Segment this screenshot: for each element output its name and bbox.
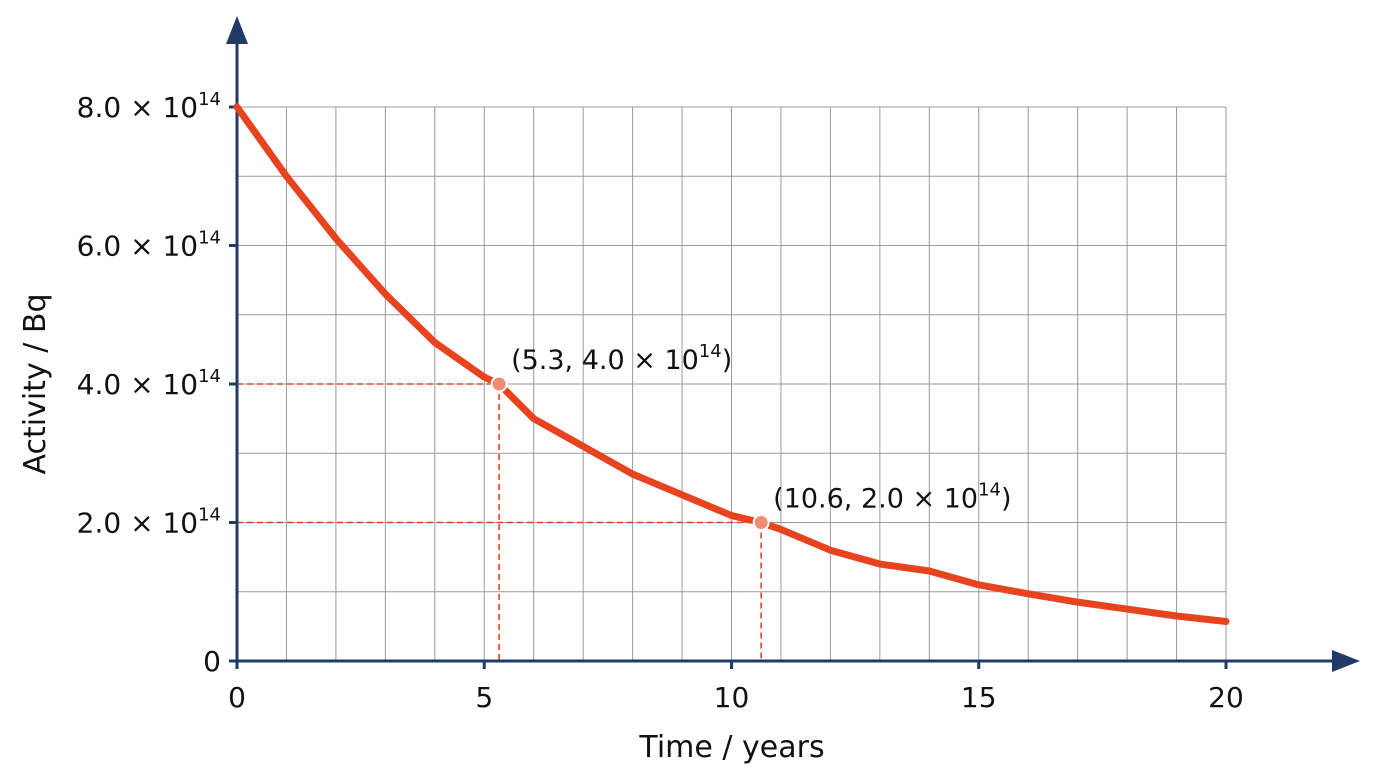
y-axis-arrow	[226, 16, 248, 44]
guide-lines	[237, 383, 762, 661]
y-tick-label: 8.0 × 1014	[77, 89, 221, 124]
point-annotation: (5.3, 4.0 × 1014)	[511, 341, 732, 376]
point-annotation: (10.6, 2.0 × 1014)	[773, 480, 1011, 515]
data-point-marker	[752, 514, 770, 531]
x-tick-label: 15	[961, 681, 997, 714]
tick-labels: 0 5 10 15 20 0 2.0 × 1014 4.0 × 1014 6.0 × 1014 8…	[77, 89, 1244, 714]
series	[233, 103, 1230, 626]
y-tick-label: 2.0 × 1014	[77, 505, 221, 540]
y-tick-label: 0	[203, 645, 221, 678]
decay-curve	[233, 103, 1230, 626]
y-tick-label: 4.0 × 1014	[77, 366, 221, 401]
x-tick-label: 20	[1208, 681, 1244, 714]
x-tick-label: 10	[714, 681, 750, 714]
markers	[490, 375, 770, 531]
grid	[237, 106, 1227, 661]
y-tick-label: 6.0 × 1014	[77, 228, 221, 263]
annotations: (5.3, 4.0 × 1014) (10.6, 2.0 × 1014)	[511, 341, 1011, 515]
x-tick-label: 0	[228, 681, 246, 714]
y-axis-title: Activity / Bq	[18, 294, 53, 475]
x-axis-arrow	[1332, 650, 1360, 672]
data-point-marker	[490, 375, 508, 393]
x-tick-label: 5	[475, 681, 493, 714]
axes	[226, 16, 1360, 672]
x-axis-title: Time / years	[638, 730, 824, 765]
